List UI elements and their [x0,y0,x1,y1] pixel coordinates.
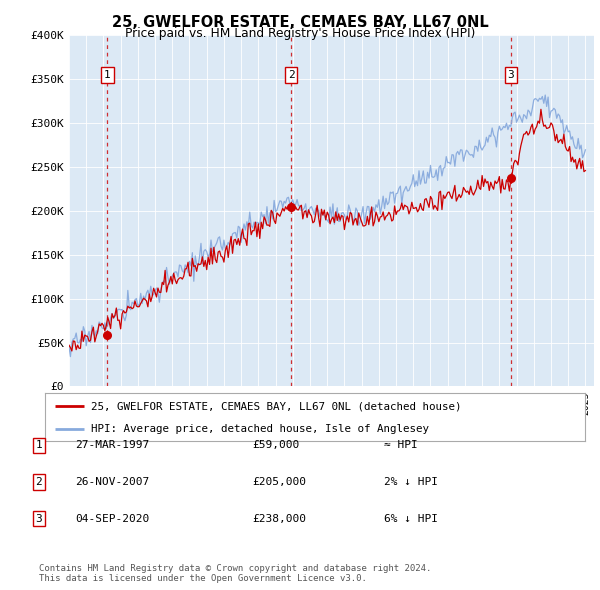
Text: 2: 2 [287,70,295,80]
Text: 27-MAR-1997: 27-MAR-1997 [75,441,149,450]
Text: 3: 3 [35,514,43,523]
Text: £59,000: £59,000 [252,441,299,450]
Text: 2% ↓ HPI: 2% ↓ HPI [384,477,438,487]
Text: £238,000: £238,000 [252,514,306,523]
Text: ≈ HPI: ≈ HPI [384,441,418,450]
Text: 04-SEP-2020: 04-SEP-2020 [75,514,149,523]
Text: 25, GWELFOR ESTATE, CEMAES BAY, LL67 0NL (detached house): 25, GWELFOR ESTATE, CEMAES BAY, LL67 0NL… [91,401,461,411]
Text: £205,000: £205,000 [252,477,306,487]
Text: 1: 1 [104,70,111,80]
Text: 2: 2 [35,477,43,487]
Text: 26-NOV-2007: 26-NOV-2007 [75,477,149,487]
Text: Price paid vs. HM Land Registry's House Price Index (HPI): Price paid vs. HM Land Registry's House … [125,27,475,40]
Text: 1: 1 [35,441,43,450]
Text: Contains HM Land Registry data © Crown copyright and database right 2024.
This d: Contains HM Land Registry data © Crown c… [39,563,431,583]
Text: 6% ↓ HPI: 6% ↓ HPI [384,514,438,523]
Text: 3: 3 [508,70,514,80]
Text: 25, GWELFOR ESTATE, CEMAES BAY, LL67 0NL: 25, GWELFOR ESTATE, CEMAES BAY, LL67 0NL [112,15,488,30]
Text: HPI: Average price, detached house, Isle of Anglesey: HPI: Average price, detached house, Isle… [91,424,429,434]
